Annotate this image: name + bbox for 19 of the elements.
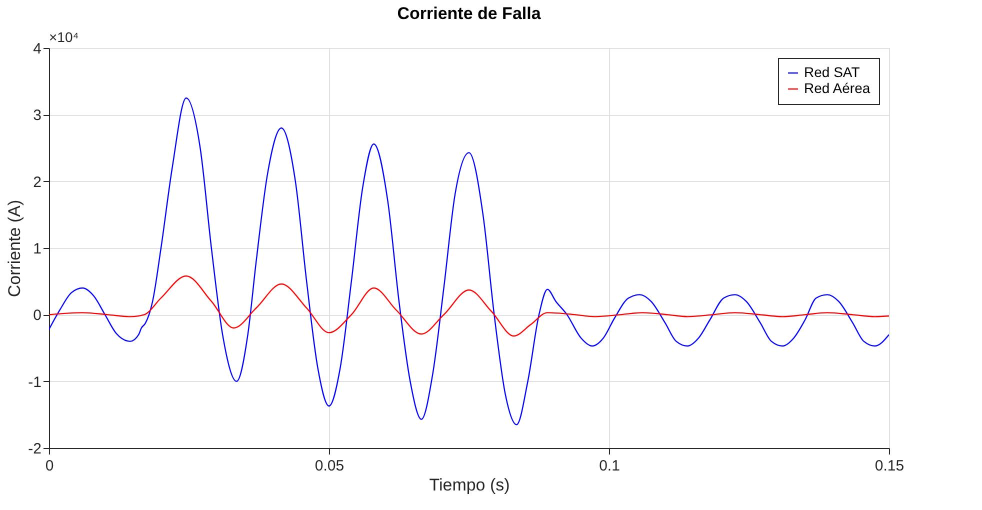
x-axis-title: Tiempo (s) bbox=[429, 476, 510, 494]
y-tick-label: 3 bbox=[33, 107, 42, 124]
y-tick-label: 4 bbox=[33, 40, 42, 58]
y-tick-label: 2 bbox=[33, 174, 42, 191]
chart-title: Corriente de Falla bbox=[397, 4, 542, 23]
y-tick-label: 1 bbox=[33, 240, 42, 258]
x-tick-label: 0.05 bbox=[314, 458, 344, 474]
y-axis-title: Corriente (A) bbox=[5, 200, 24, 298]
legend-label: Red SAT bbox=[804, 64, 860, 80]
line-series bbox=[49, 275, 889, 337]
text: ×10⁴ bbox=[49, 29, 79, 45]
y-tick-label: -1 bbox=[28, 374, 42, 391]
legend-label: Red Aérea bbox=[804, 80, 870, 96]
x-tick-label: 0 bbox=[45, 458, 54, 474]
x-tick-label: 0.1 bbox=[599, 458, 620, 474]
y-tick-label: -2 bbox=[28, 440, 42, 458]
y-tick-label: 0 bbox=[33, 307, 42, 324]
line-series bbox=[49, 97, 889, 426]
x-tick-label: 0.15 bbox=[874, 458, 904, 474]
